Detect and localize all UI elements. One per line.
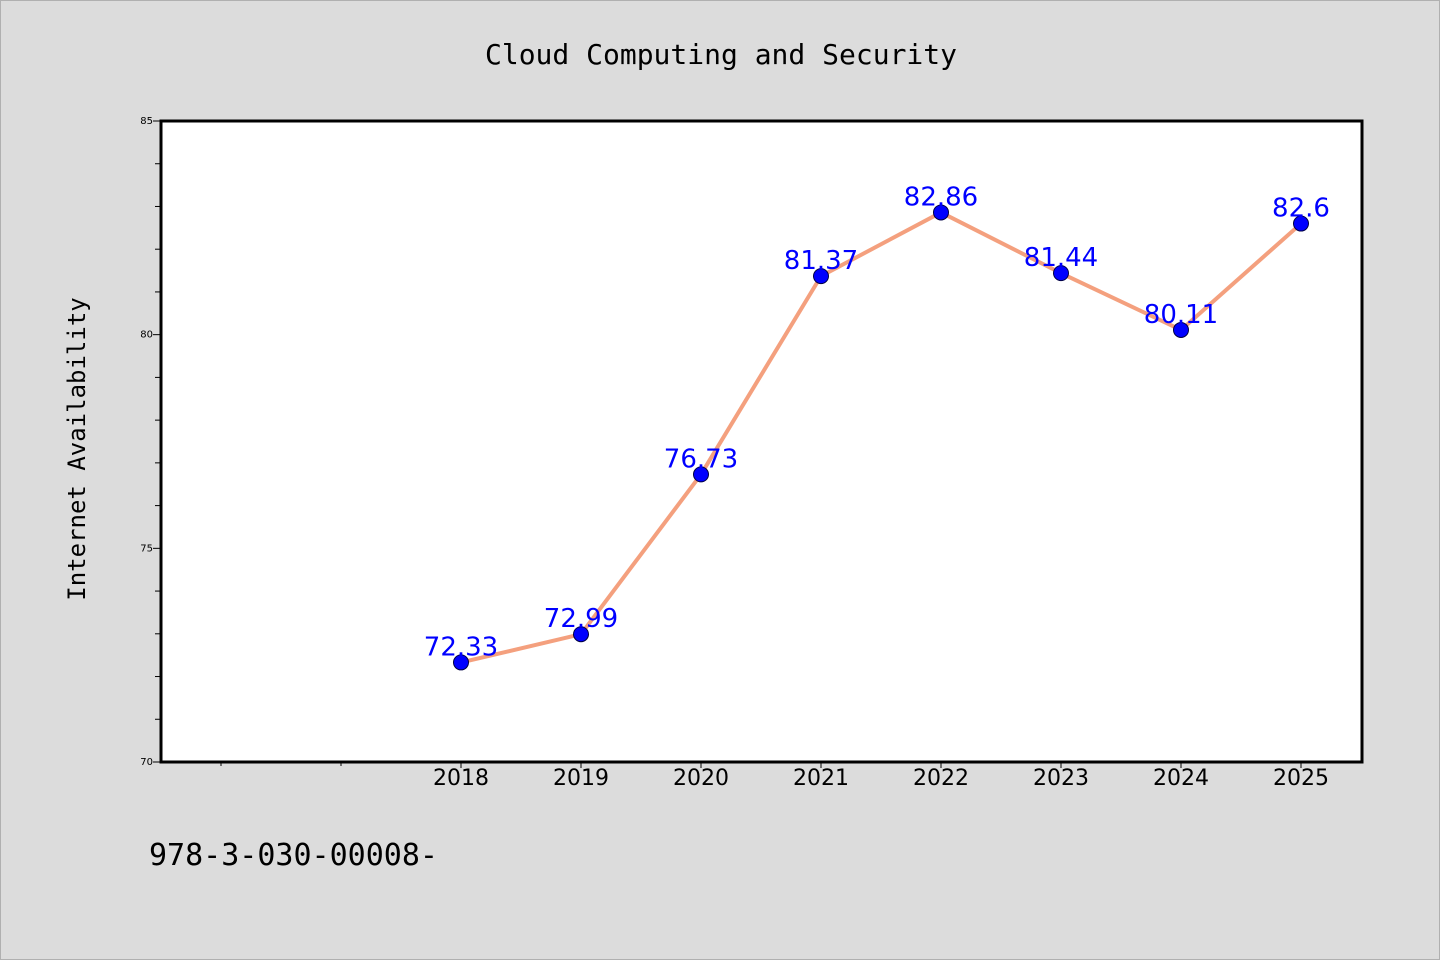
x-tick-label: 2020 [673, 766, 729, 791]
y-axis: 70 75 80 85 [140, 116, 161, 768]
x-tick-label: 2018 [433, 766, 489, 791]
data-point [1173, 321, 1189, 338]
data-label: 72.99 [544, 604, 618, 634]
data-point [693, 466, 709, 483]
data-point [1293, 215, 1309, 232]
y-tick-label: 80 [140, 330, 153, 341]
x-tick-label: 2021 [793, 766, 849, 791]
footer-isbn: 978-3-030-00008- [149, 838, 438, 873]
data-point [573, 626, 589, 643]
data-point [453, 654, 469, 671]
y-tick-label: 85 [140, 116, 153, 127]
x-tick-label: 2024 [1153, 766, 1209, 791]
y-tick-label: 70 [140, 757, 153, 768]
x-tick-label: 2025 [1273, 766, 1329, 791]
data-label: 82.6 [1272, 194, 1330, 224]
y-tick-label: 75 [140, 543, 153, 554]
y-axis-label: Internet Availability [63, 297, 91, 600]
data-label: 80.11 [1144, 300, 1218, 330]
x-tick-label: 2022 [913, 766, 969, 791]
x-axis: 2018 2019 2020 2021 2022 2023 2024 2025 [220, 762, 1329, 791]
data-label: 76.73 [664, 444, 738, 474]
x-tick-label: 2019 [553, 766, 609, 791]
data-point [933, 204, 949, 221]
data-label: 72.33 [424, 632, 498, 662]
plot-area [159, 119, 1364, 764]
data-point [1053, 265, 1069, 282]
data-label: 81.44 [1024, 243, 1098, 273]
chart-title: Cloud Computing and Security [485, 38, 957, 71]
data-label: 82.86 [904, 182, 978, 212]
series-layer: 72.33 72.99 76.73 81.37 82.86 81.44 80.11 82.6 [424, 182, 1330, 671]
data-point [813, 268, 829, 285]
series-line [459, 210, 1303, 665]
x-tick-label: 2023 [1033, 766, 1089, 791]
data-label: 81.37 [784, 246, 858, 276]
